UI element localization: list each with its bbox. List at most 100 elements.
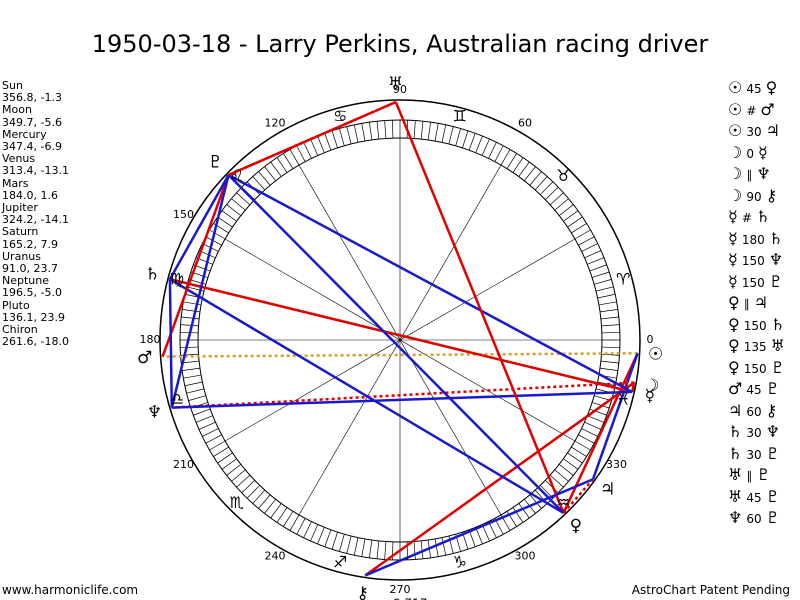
- aspect-from: ☿: [728, 250, 738, 269]
- planet-name: Jupiter: [2, 201, 38, 215]
- ring-tick: [488, 521, 497, 538]
- aspect-row: ☉ # ♂: [728, 100, 785, 122]
- aspect-type: 30: [746, 125, 762, 139]
- ring-tick: [529, 494, 542, 509]
- degree-label: 150: [173, 208, 194, 221]
- title: 1950-03-18 - Larry Perkins, Australian r…: [91, 30, 709, 58]
- planet-coords: 196.5, -5.0: [2, 286, 62, 300]
- ring-tick: [595, 286, 614, 292]
- ring-tick: [434, 538, 439, 557]
- ring-tick: [540, 181, 554, 195]
- ring-tick: [589, 264, 607, 272]
- ring-tick: [512, 507, 524, 523]
- planet-name: Mercury: [2, 127, 47, 141]
- cusp-line: [224, 238, 576, 442]
- ring-tick: [252, 176, 266, 191]
- ring-tick: [226, 204, 242, 216]
- aspect-to: ♆: [756, 164, 771, 183]
- degree-label: 300: [515, 550, 536, 563]
- ring-tick: [563, 210, 579, 222]
- ring-tick: [202, 428, 219, 437]
- aspect-row: ♀ ∥ ♃: [728, 293, 785, 315]
- aspect-row: ♅ ∥ ♇: [728, 465, 785, 487]
- ring-tick: [581, 428, 598, 437]
- ring-tick: [213, 446, 229, 457]
- degree-label: 180: [140, 333, 161, 346]
- ring-tick: [217, 216, 233, 228]
- aspect-line: [169, 277, 633, 394]
- aspect-type: 135: [743, 340, 767, 354]
- aspect-row: ☽ ∥ ♆: [728, 164, 785, 186]
- sign-glyph: ♍: [170, 270, 184, 289]
- planet-name: Chiron: [2, 323, 38, 337]
- ring-tick: [587, 415, 605, 423]
- ring-tick: [241, 480, 255, 494]
- ring-tick: [331, 130, 338, 148]
- aspect-line: [161, 174, 230, 358]
- planet-coords: 165.2, 7.9: [2, 237, 58, 251]
- ring-tick: [434, 123, 439, 142]
- aspect-from: ♂: [728, 379, 743, 398]
- ring-tick: [217, 452, 233, 464]
- aspect-to: ♄: [755, 207, 771, 226]
- bottom-label: -9,717: [389, 597, 428, 600]
- ring-tick: [198, 421, 216, 430]
- aspect-from: ☉: [728, 121, 743, 140]
- aspect-type: 180: [741, 232, 765, 247]
- ring-tick: [558, 464, 574, 476]
- ring-tick: [601, 346, 620, 349]
- aspect-to: ♀: [765, 78, 778, 97]
- aspect-to: ♃: [753, 293, 769, 312]
- aspect-line: [162, 352, 638, 358]
- ring-tick: [384, 541, 387, 560]
- ring-tick: [346, 535, 352, 554]
- planet-name: Venus: [2, 152, 36, 166]
- aspect-from: ☉: [728, 99, 743, 119]
- aspect-from: ☿: [728, 271, 738, 291]
- aspect-from: ♀: [728, 336, 740, 355]
- sign-glyph: ♊: [453, 106, 467, 125]
- aspect-to: ♂: [760, 99, 775, 119]
- planet-coords: 356.8, -1.3: [2, 91, 62, 105]
- planet-name: Moon: [2, 103, 32, 117]
- planet-glyph: ☉: [648, 344, 663, 364]
- planet-glyph: ⚷: [356, 583, 368, 600]
- ring-tick: [258, 171, 271, 186]
- degree-label: 210: [173, 458, 194, 471]
- planet-glyph: ♂: [137, 348, 152, 368]
- aspect-to: ♄: [768, 228, 784, 248]
- ring-tick: [188, 395, 206, 401]
- planet-glyph: ☿: [645, 386, 655, 406]
- ring-tick: [258, 494, 271, 509]
- aspect-to: ⚷: [765, 185, 778, 205]
- aspect-from: ♄: [728, 443, 743, 463]
- aspect-to: ♇: [756, 465, 771, 484]
- ring-tick: [276, 507, 288, 523]
- planet-coords: 184.0, 1.6: [2, 188, 58, 202]
- ring-tick: [574, 229, 591, 240]
- degree-label: 240: [265, 550, 286, 563]
- ring-tick: [361, 123, 366, 142]
- planet-name: Neptune: [2, 274, 50, 288]
- ring-tick: [512, 157, 524, 173]
- aspect-to: ♇: [770, 357, 785, 377]
- ring-tick: [518, 503, 530, 519]
- ring-tick: [376, 121, 380, 140]
- aspect-row: ♆ 60 ♇: [728, 508, 785, 530]
- outer-circle: [159, 99, 641, 581]
- aspect-from: ♀: [728, 314, 740, 334]
- ring-tick: [529, 171, 542, 186]
- planet-coords: 349.7, -5.6: [2, 115, 62, 129]
- degree-label: 0: [647, 333, 654, 346]
- planet-glyph: ♀: [570, 516, 582, 536]
- ring-tick: [246, 485, 260, 499]
- aspect-line: [168, 174, 230, 280]
- ring-tick: [455, 128, 461, 146]
- ring-tick: [384, 120, 387, 139]
- ring-tick: [310, 524, 319, 542]
- aspect-row: ♅ 45 ♇: [728, 487, 785, 509]
- aspect-from: ☽: [728, 164, 743, 183]
- aspect-line: [168, 279, 174, 408]
- ring-tick: [488, 142, 497, 159]
